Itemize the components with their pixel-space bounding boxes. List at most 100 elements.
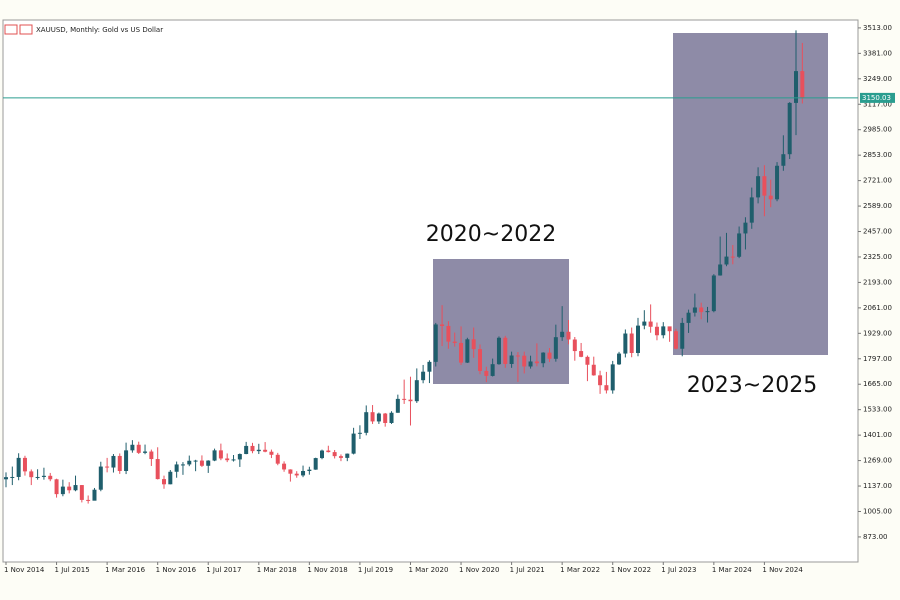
y-tick-label: 873.00	[863, 533, 888, 541]
candle-body	[794, 71, 798, 103]
candle-body	[629, 333, 634, 353]
candle-body	[402, 398, 407, 400]
candle-body	[503, 337, 508, 364]
candle-body	[364, 412, 369, 433]
candle-body	[680, 322, 685, 349]
candle-body	[231, 459, 236, 461]
candle-body	[509, 355, 514, 364]
x-tick-label: 1 Jul 2015	[55, 566, 90, 574]
candle-body	[471, 339, 476, 350]
candle-body	[768, 195, 773, 200]
candle-body	[579, 351, 584, 357]
y-tick-label: 1929.00	[863, 329, 892, 337]
candle-body	[648, 321, 653, 327]
y-tick-label: 2721.00	[863, 177, 892, 185]
candle-body	[446, 325, 451, 342]
candle-body	[440, 324, 445, 326]
candle-body	[332, 452, 337, 457]
candle-body	[642, 321, 647, 326]
candle-body	[654, 326, 659, 336]
candle-body	[383, 413, 388, 423]
candle-body	[60, 486, 65, 495]
candle-body	[370, 412, 375, 422]
candle-body	[73, 485, 78, 491]
candle-body	[130, 444, 135, 451]
price-label: 3150.03	[862, 94, 891, 102]
candle-body	[756, 176, 761, 198]
candle-body	[98, 466, 103, 490]
annotation: 2020~2022	[426, 222, 556, 247]
candle-body	[617, 353, 622, 365]
chart-title: XAUUSD, Monthly: Gold vs US Dollar	[36, 26, 163, 34]
candle-body	[781, 154, 786, 166]
candle-body	[41, 475, 46, 477]
annotation: 2023~2025	[687, 373, 817, 398]
candle-body	[244, 445, 249, 455]
x-tick-label: 1 Nov 2022	[611, 566, 651, 574]
candle-body	[547, 352, 552, 359]
candle-body	[465, 339, 470, 363]
x-tick-label: 1 Mar 2016	[105, 566, 145, 574]
candle-body	[673, 331, 678, 349]
candle-body	[212, 450, 217, 461]
candle-body	[376, 413, 381, 422]
candle-body	[168, 471, 173, 485]
candle-body	[636, 325, 640, 353]
candle-body	[313, 458, 318, 470]
candle-body	[288, 469, 293, 474]
candle-body	[294, 473, 299, 476]
candle-body	[787, 102, 792, 155]
y-tick-label: 2325.00	[863, 253, 892, 261]
candle-body	[155, 459, 160, 480]
candle-body	[591, 364, 596, 376]
candle-body	[237, 454, 242, 460]
y-tick-label: 3513.00	[863, 24, 892, 32]
candle-body	[762, 176, 767, 196]
price-label-box	[860, 92, 895, 103]
candle-body	[560, 331, 565, 338]
candle-body	[699, 307, 704, 313]
y-tick-label: 1797.00	[863, 355, 892, 363]
y-tick-label: 2457.00	[863, 228, 892, 236]
candle-body	[686, 312, 691, 323]
candle-body	[743, 222, 748, 234]
icon	[19, 24, 33, 35]
candle-body	[395, 398, 400, 413]
x-tick-label: 1 Nov 2024	[762, 566, 803, 574]
highlight-box	[673, 33, 828, 355]
candle-body	[54, 479, 59, 495]
x-tick-label: 1 Nov 2018	[307, 566, 347, 574]
y-tick-label: 2853.00	[863, 151, 892, 159]
candle-body	[711, 275, 716, 312]
candle-body	[269, 451, 274, 455]
x-tick-label: 1 Jul 2023	[661, 566, 696, 574]
candle-body	[705, 311, 710, 313]
candle-body	[408, 399, 413, 402]
candle-body	[86, 499, 91, 501]
y-tick-label: 2985.00	[863, 126, 892, 134]
candle-body	[105, 466, 110, 468]
y-tick-label: 1401.00	[863, 431, 892, 439]
highlight-box	[433, 259, 569, 384]
candle-body	[515, 355, 520, 357]
candle-body	[623, 333, 628, 354]
x-tick-label: 1 Mar 2022	[560, 566, 600, 574]
candle-body	[541, 352, 546, 364]
candle-body	[206, 460, 211, 466]
candle-body	[585, 356, 590, 365]
candle-body	[117, 455, 122, 471]
candle-body	[162, 479, 166, 485]
candle-body	[775, 165, 780, 200]
y-tick-label: 3249.00	[863, 75, 892, 83]
candle-body	[718, 264, 723, 276]
candle-body	[667, 326, 672, 332]
x-tick-label: 1 Nov 2014	[4, 566, 45, 574]
candle-body	[301, 470, 306, 476]
candle-body	[338, 456, 343, 458]
candle-body	[275, 454, 280, 464]
candle-body	[180, 464, 185, 466]
candle-body	[111, 455, 116, 468]
candle-body	[22, 457, 27, 472]
candle-body	[522, 355, 527, 367]
x-tick-label: 1 Mar 2024	[712, 566, 752, 574]
